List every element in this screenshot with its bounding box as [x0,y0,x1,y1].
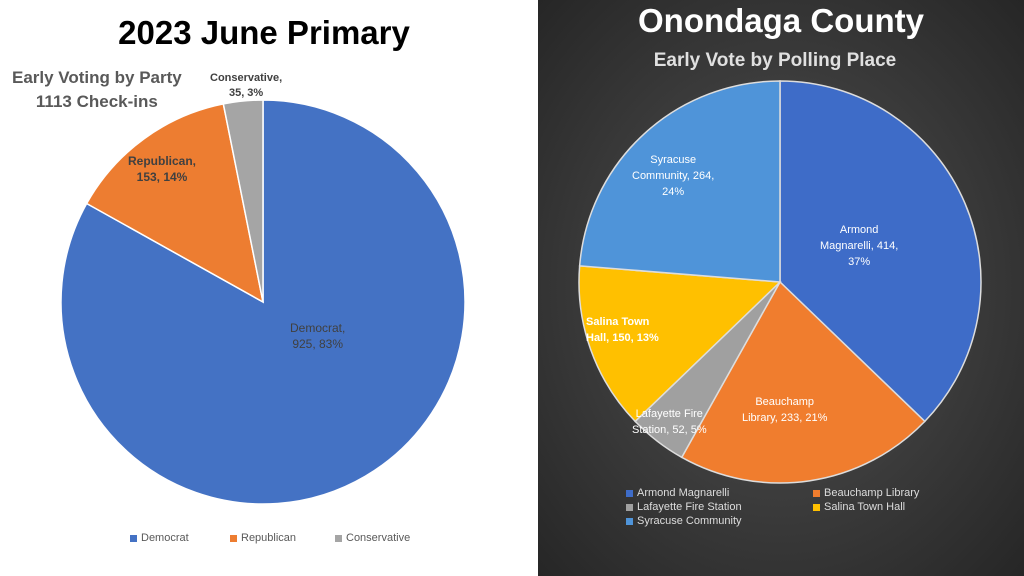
checkins-count: 1113 Check-ins [35,92,158,111]
party-pie [60,99,466,505]
pie-slice-syracuse-community [578,80,781,283]
data-label-democrat: Democrat, 925, 83% [290,321,346,351]
subtitle-line: Early Voting by Party [12,68,182,87]
polling-chart-panel: Onondaga County Early Vote by Polling Pl… [538,0,1024,576]
party-chart-panel: 2023 June Primary Early Voting by Party … [12,14,466,544]
data-label-beauchamp: Beauchamp Library, 233, 21% [742,396,828,424]
legend-syracuse: Syracuse Community [626,515,742,527]
party-chart-title: 2023 June Primary [118,14,410,51]
data-label-conservative: Conservative, 35, 3% [210,72,283,99]
data-label-salina: Salina Town Hall, 150, 13% [586,316,659,344]
polling-chart-title: Onondaga County [638,2,924,39]
legend-lafayette: Lafayette Fire Station [626,501,742,513]
party-chart-subtitle: Early Voting by Party 1113 Check-ins [12,66,182,114]
data-label-syracuse: Syracuse Community, 264, 24% [632,154,715,198]
legend-salina: Salina Town Hall [813,501,905,513]
legend-conservative: Conservative [335,532,410,544]
pie-slice-salina-town-hall [578,265,782,423]
polling-pie [578,80,982,484]
legend-republican: Republican [230,532,296,544]
legend-beauchamp: Beauchamp Library [813,487,919,499]
legend-democrat: Democrat [130,532,189,544]
data-label-lafayette: Lafayette Fire Station, 52, 5% [632,408,707,436]
pie-slice-armond-magnarelli [779,80,982,423]
pie-slice-conservative [222,99,264,303]
polling-chart-subtitle: Early Vote by Polling Place [653,50,897,71]
legend-armond: Armond Magnarelli [626,487,729,499]
pie-slice-beauchamp-library [680,280,926,484]
pie-slice-republican [85,103,265,304]
data-label-republican: Republican, 153, 14% [128,154,197,184]
data-label-armond: Armond Magnarelli, 414, 37% [820,224,899,268]
